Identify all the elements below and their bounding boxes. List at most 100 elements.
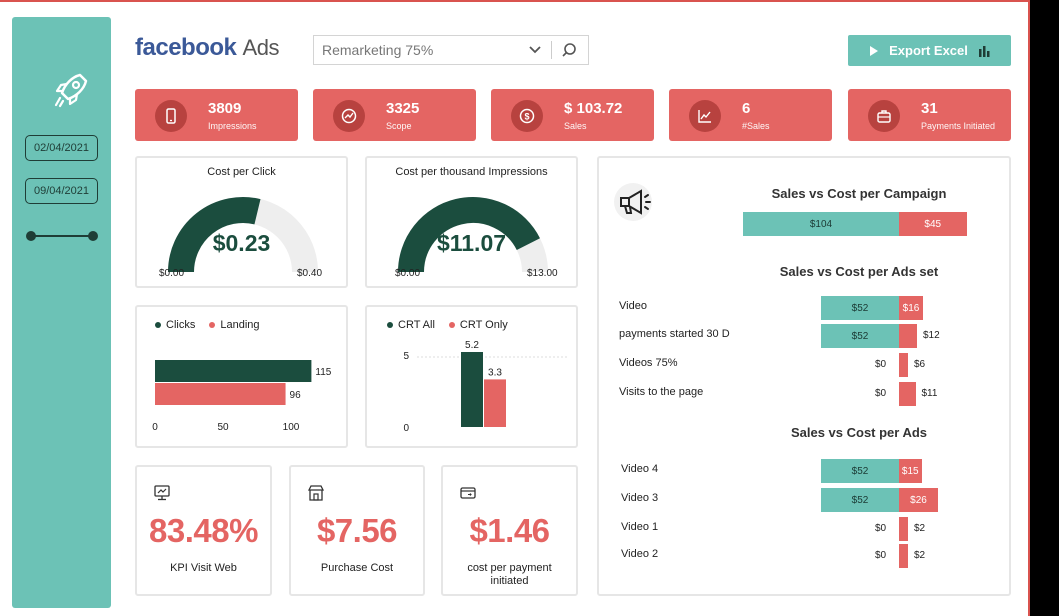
cost-label: $12 [923,330,940,341]
cost-per-click-gauge [168,197,318,273]
metric-caption: KPI Visit Web [170,562,237,574]
sales-label: $0 [875,523,887,534]
kpi-sales: $ $ 103.72 Sales [491,89,654,141]
search-icon[interactable] [558,40,580,60]
payment-icon [457,482,479,504]
kpi-label: Sales [564,121,587,131]
gauge-value: $11.07 [436,230,507,256]
briefcase-icon [868,100,900,132]
dashboard-frame: 02/04/2021 09/04/2021 facebook Ads Remar… [0,0,1030,616]
metric-value: 83.48% [149,512,258,549]
brand-name: facebook [135,34,237,61]
row-label: payments started 30 D [619,328,730,340]
filter-value: Remarketing 75% [322,42,434,58]
sales-label: $0 [875,359,887,370]
cost-label: $2 [914,523,926,534]
gauge-min-label: $0.00 [395,268,421,279]
legend-item: CRT All [387,319,435,331]
row-label: Video 4 [621,463,659,475]
sales-bar: $104 [743,212,899,236]
slider-end-handle[interactable] [88,231,98,241]
tick-label: 5 [403,351,409,362]
legend-label: CRT Only [459,319,508,331]
date-range-slider[interactable] [26,231,98,241]
kpi-value: $ 103.72 [564,100,623,117]
cost-bar [899,544,908,568]
crt-chart: 0 5 5.2 3.3 [403,340,567,434]
kpi-visit-web-card: 83.48% KPI Visit Web [135,465,272,596]
crt-chart-card: CRT All CRT Only 0 5 5.2 3.3 [365,305,578,448]
filter-divider [551,41,552,59]
cost-bar: $15 [899,459,922,483]
sidebar: 02/04/2021 09/04/2021 [12,17,111,608]
adset-chart-title: Sales vs Cost per Ads set [779,264,939,279]
gauge-fill [168,197,261,273]
sales-label: $0 [875,550,887,561]
legend-swatch [387,322,393,328]
dollar-icon: $ [511,100,543,132]
metric-value: $1.46 [469,512,550,549]
gauge-fill [398,197,540,273]
row-label: Visits to the page [619,386,704,398]
rocket-icon [54,73,88,108]
data-label: 115 [315,367,331,378]
brand-suffix: Ads [242,35,280,60]
slider-track [30,235,94,237]
sales-vs-cost-panel: Sales vs Cost per Campaign Sales vs Cost… [597,156,1011,596]
card-title: Cost per Click [207,166,276,178]
legend-label: Clicks [166,319,196,331]
clicks-landing-chart: 115 96 0 50 100 [152,360,332,433]
row-label: Video 3 [621,492,659,504]
legend-swatch [209,322,216,328]
cost-per-payment-card: $1.46 cost per payment initiated [441,465,578,596]
kpi-value: 6 [742,100,751,117]
data-label: 3.3 [488,367,502,378]
sales-bar: $52 [821,488,899,512]
legend-item: CRT Only [448,319,508,331]
chevron-down-icon[interactable] [525,40,545,60]
kpi-label: Payments Initiated [921,121,996,131]
cost-bar: $16 [899,296,923,320]
legend-label: Landing [220,319,260,331]
bar [155,360,312,382]
kpi-impressions: 3809 Impressions [135,89,298,141]
sales-bar: $52 [821,459,899,483]
campaign-filter-dropdown[interactable]: Remarketing 75% [313,35,589,65]
kpi-value: 31 [921,100,938,117]
kpi-label: Impressions [208,121,257,131]
chart-legend: Clicks Landing [155,319,260,331]
tick-label: 0 [403,423,409,434]
bar [155,383,286,405]
card-title: Cost per thousand Impressions [395,166,548,178]
data-label: 5.2 [465,340,479,351]
sales-bar: $52 [821,296,899,320]
row-label: Videos 75% [619,357,678,369]
sales-label: $0 [875,388,887,399]
export-excel-button[interactable]: Export Excel [848,35,1011,66]
ads-chart-title: Sales vs Cost per Ads [790,425,928,440]
monitor-icon [151,482,173,504]
legend-label: CRT All [398,319,435,331]
cost-label: $6 [914,359,926,370]
cost-bar [899,324,917,348]
kpi-label: #Sales [742,121,770,131]
slider-start-handle[interactable] [26,231,36,241]
row-label: Video 1 [621,521,659,533]
tick-label: 0 [152,422,158,433]
cost-bar: $26 [899,488,938,512]
gauge-max-label: $0.40 [297,268,323,279]
cost-bar [899,382,916,406]
phone-icon [155,100,187,132]
export-label: Export Excel [889,43,968,58]
svg-text:$: $ [524,112,529,122]
kpi-value: 3325 [386,100,420,117]
store-icon [305,482,327,504]
bar [461,352,483,427]
clicks-landing-chart-card: Clicks Landing 115 96 0 50 100 [135,305,348,448]
chart-legend: CRT All CRT Only [387,319,508,331]
end-date-field[interactable]: 09/04/2021 [25,178,98,204]
megaphone-icon [611,182,659,222]
gauge-min-label: $0.00 [159,268,185,279]
speed-icon [333,100,365,132]
start-date-field[interactable]: 02/04/2021 [25,135,98,161]
